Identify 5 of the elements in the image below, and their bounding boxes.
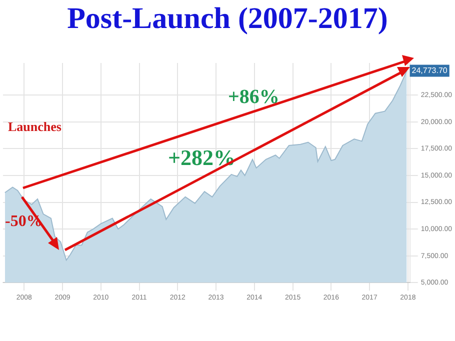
annotation: 24,773.70: [412, 66, 448, 75]
chart-title: Post-Launch (2007-2017): [66, 2, 389, 36]
annotation: +86%: [228, 86, 280, 109]
annotation: +282%: [168, 145, 236, 171]
annotation: Launches: [8, 119, 62, 135]
